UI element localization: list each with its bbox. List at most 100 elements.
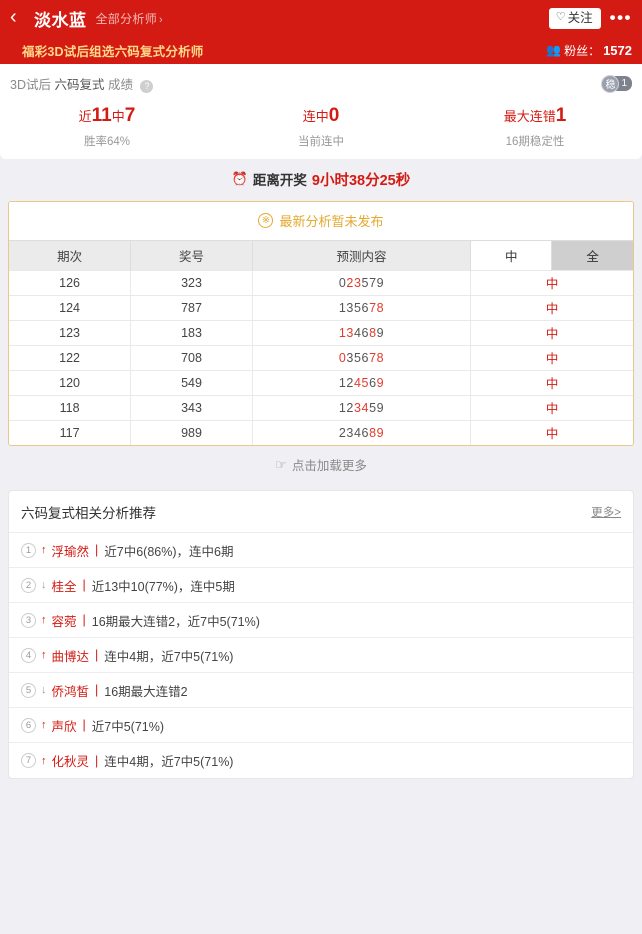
separator: | [95, 683, 99, 698]
cell-draw: 708 [130, 344, 253, 371]
analyst-subtitle: 福彩3D试后组选六码复式分析师 [22, 44, 204, 59]
prediction-digit: 9 [376, 275, 385, 290]
cell-prediction: 123459 [252, 394, 472, 421]
stat-streak-num: 0 [328, 105, 340, 126]
people-icon: 👥 [546, 43, 562, 57]
prediction-digit: 6 [361, 350, 370, 365]
arrow-down-icon: ↓ [41, 579, 47, 592]
more-options-icon[interactable]: ••• [609, 8, 632, 27]
tab-hit[interactable]: 中 [470, 239, 553, 271]
prediction-digit: 5 [353, 350, 362, 365]
list-item[interactable]: 5 ↓ 侨鸿皙 | 16期最大连错2 [9, 673, 633, 709]
list-item[interactable]: 7 ↑ 化秋灵 | 连中4期，近7中5(71%) [9, 743, 633, 778]
stat-streak-prefix: 连中 [302, 109, 329, 124]
arrow-up-icon: ↑ [41, 544, 47, 557]
stat-recent-prefix: 近 [78, 109, 92, 124]
stat-streak-sub: 当前连中 [298, 135, 344, 148]
recommend-analyst-name[interactable]: 桂全 [51, 579, 77, 594]
cell-prediction: 234689 [252, 419, 472, 446]
recommend-analyst-name[interactable]: 浮瑜然 [51, 544, 90, 559]
table-row: 122 708 035678 中 [9, 344, 633, 371]
rank-badge: 6 [21, 717, 36, 733]
cell-issue: 123 [9, 319, 132, 346]
question-icon[interactable]: ? [140, 79, 154, 93]
countdown-bar: ⏰ 距离开奖 9小时38分25秒 [0, 159, 642, 201]
stats-title-mid: 六码复式 [54, 78, 105, 92]
rank-badge: 3 [21, 612, 36, 628]
arrow-up-icon: ↑ [41, 649, 47, 662]
recommend-analyst-desc: 近7中6(86%)，连中6期 [104, 544, 234, 559]
hand-pointer-icon: ☞ [275, 456, 287, 472]
prediction-table-body: 126 323 023579 中 124 787 135678 中 123 183 134689 中 1… [9, 269, 633, 446]
chevron-left-icon[interactable]: ‹ [10, 6, 17, 28]
prediction-digit: 4 [353, 425, 362, 440]
prediction-digit: 7 [369, 300, 377, 315]
recommend-analyst-desc: 近7中5(71%) [91, 719, 165, 734]
list-item[interactable]: 4 ↑ 曲博达 | 连中4期，近7中5(71%) [9, 638, 633, 674]
prediction-digit: 6 [369, 375, 377, 390]
stat-col-streak: 连中0 当前连中 [214, 103, 428, 149]
table-row: 117 989 234689 中 [9, 419, 633, 446]
prediction-digit: 9 [376, 375, 385, 390]
prediction-digit: 9 [376, 325, 385, 340]
arrow-up-icon: ↑ [41, 614, 47, 627]
notice-banner: ※ 最新分析暂未发布 [9, 201, 633, 240]
prediction-digit: 5 [369, 400, 377, 415]
prediction-digit: 6 [361, 425, 370, 440]
list-item[interactable]: 2 ↓ 桂全 | 近13中10(77%)，连中5期 [9, 568, 633, 604]
th-draw: 奖号 [130, 239, 253, 271]
stats-title-row: 3D试后 六码复式 成绩 ? 稳 1 [0, 72, 642, 93]
recommend-analyst-name[interactable]: 化秋灵 [51, 755, 90, 770]
table-row: 118 343 123459 中 [9, 394, 633, 421]
alarm-clock-icon: ⏰ [231, 171, 248, 187]
follow-button[interactable]: ♡ 关注 [548, 7, 601, 29]
stat-col-recent: 近11中7 胜率64% [0, 103, 214, 149]
prediction-digit: 5 [353, 300, 362, 315]
rank-badge: 4 [21, 647, 36, 663]
prediction-digit: 2 [346, 375, 354, 390]
stat-recent-mid: 中 [111, 109, 125, 124]
cell-issue: 120 [9, 369, 132, 396]
list-item[interactable]: 1 ↑ 浮瑜然 | 近7中6(86%)，连中6期 [9, 533, 633, 569]
recommend-analyst-name[interactable]: 侨鸿皙 [51, 684, 90, 699]
cell-draw: 183 [130, 319, 253, 346]
cell-issue: 124 [9, 294, 132, 321]
fans-counter: 👥 粉丝： 1572 [546, 42, 632, 59]
prediction-digit: 1 [338, 400, 347, 415]
load-more-button[interactable]: ☞ 点击加载更多 [0, 446, 642, 484]
stat-maxmiss-sub: 16期稳定性 [505, 135, 565, 148]
recommend-analyst-name[interactable]: 声欣 [51, 719, 77, 734]
recommend-analyst-name[interactable]: 曲博达 [51, 649, 90, 664]
cell-result: 中 [470, 269, 633, 296]
recommend-header: 六码复式相关分析推荐 更多> [9, 491, 633, 534]
cell-result: 中 [470, 294, 633, 321]
cell-issue: 117 [9, 419, 132, 446]
recommend-list: 1 ↑ 浮瑜然 | 近7中6(86%)，连中6期 2 ↓ 桂全 | 近13中10(77%)，连中5… [9, 533, 633, 778]
prediction-digit: 0 [338, 350, 347, 365]
list-item[interactable]: 3 ↑ 容菀 | 16期最大连错2，近7中5(71%) [9, 603, 633, 639]
recommend-analyst-name[interactable]: 容菀 [51, 614, 77, 629]
recommend-analyst-desc: 近13中10(77%)，连中5期 [91, 579, 235, 594]
th-prediction: 预测内容 [252, 239, 472, 271]
separator: | [82, 718, 86, 733]
tab-all[interactable]: 全 [551, 239, 633, 271]
prediction-digit: 2 [338, 425, 347, 440]
stats-title-prefix: 3D试后 [10, 78, 51, 92]
th-issue: 期次 [9, 239, 132, 271]
cell-issue: 122 [9, 344, 132, 371]
countdown-time: 9小时38分25秒 [311, 172, 411, 189]
cell-prediction: 023579 [252, 269, 472, 296]
recommend-more-link[interactable]: 更多> [591, 507, 621, 520]
rank-badge: 1 [21, 542, 36, 558]
cell-draw: 549 [130, 369, 253, 396]
prediction-digit: 1 [338, 375, 347, 390]
all-analysts-link[interactable]: 全部分析师 › [96, 10, 163, 27]
recommend-analyst-desc: 16期最大连错2，近7中5(71%) [91, 614, 260, 629]
prediction-digit: 0 [338, 275, 347, 290]
prediction-digit: 4 [353, 375, 362, 390]
table-row: 124 787 135678 中 [9, 294, 633, 321]
stat-recent-sub: 胜率64% [83, 135, 131, 148]
page-header: ‹ 淡水蓝 全部分析师 › ♡ 关注 ••• 福彩3D试后组选六码复式分析师 👥 … [0, 0, 642, 64]
cell-result: 中 [470, 369, 633, 396]
list-item[interactable]: 6 ↑ 声欣 | 近7中5(71%) [9, 708, 633, 744]
